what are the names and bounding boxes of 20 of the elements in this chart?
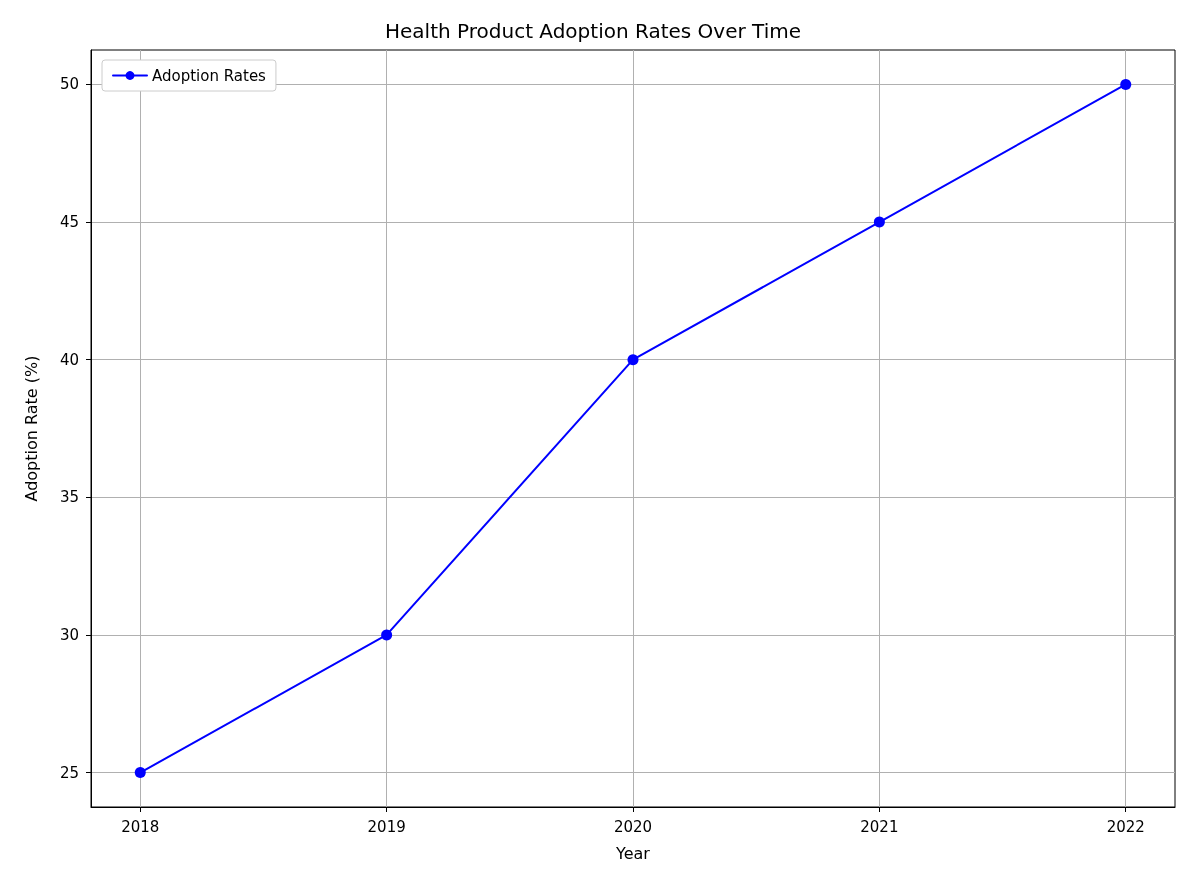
x-tick-label: 2022 bbox=[1106, 817, 1145, 836]
y-tick-label: 25 bbox=[59, 763, 79, 782]
x-tick-label: 2021 bbox=[860, 817, 899, 836]
x-axis-title: Year bbox=[615, 843, 651, 863]
point bbox=[381, 629, 393, 641]
point bbox=[1120, 78, 1132, 90]
chart-title: Health Product Adoption Rates Over Time bbox=[385, 19, 801, 43]
x-tick-label: 2020 bbox=[613, 817, 653, 836]
y-tick-label: 45 bbox=[59, 213, 79, 232]
x-tick-label: 2019 bbox=[367, 817, 406, 836]
point bbox=[627, 354, 639, 366]
y-axis-title: Adoption Rate (%) bbox=[21, 355, 41, 502]
y-tick-label: 35 bbox=[59, 488, 79, 507]
y-tick-label: 40 bbox=[59, 350, 79, 369]
point bbox=[873, 216, 885, 228]
y-tick-label: 50 bbox=[59, 75, 79, 94]
x-tick-label: 2018 bbox=[121, 817, 160, 836]
y-tick-label: 30 bbox=[59, 625, 79, 644]
point bbox=[134, 767, 146, 779]
legend-label: Adoption Rates bbox=[152, 66, 267, 85]
